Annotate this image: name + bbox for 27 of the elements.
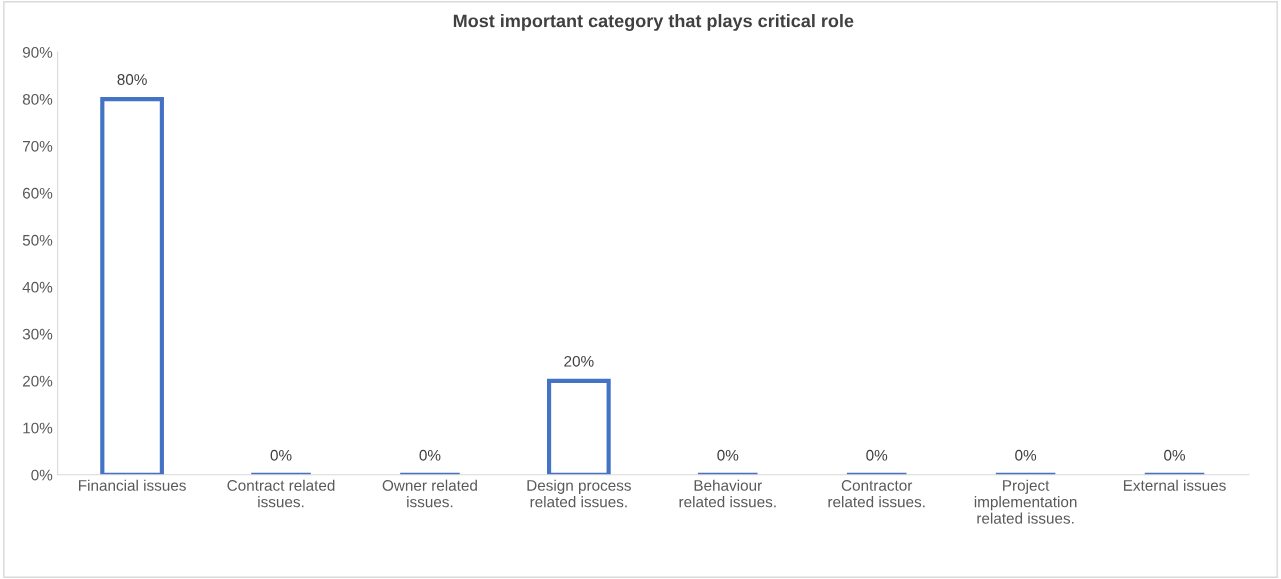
y-tick-label: 0%: [31, 469, 53, 481]
data-label: 0%: [1164, 449, 1186, 461]
y-tick-label: 10%: [23, 422, 53, 434]
y-tick-label: 80%: [22, 93, 53, 105]
data-label: 80%: [117, 74, 147, 85]
y-tick-label: 30%: [22, 328, 53, 340]
x-tick-label: Financial issues: [79, 479, 186, 491]
x-tick-label: Contract related issues.: [227, 479, 335, 508]
y-tick-label: 60%: [22, 187, 53, 199]
x-tick-label: Project implementation related issues.: [974, 479, 1077, 524]
x-tick-label: External issues: [1123, 479, 1226, 491]
x-tick-label: Owner related issues.: [382, 479, 477, 508]
data-label: 0%: [866, 449, 888, 461]
y-tick-label: 90%: [22, 46, 53, 58]
data-label: 20%: [564, 355, 594, 367]
data-label: 0%: [419, 449, 441, 461]
data-label: 0%: [270, 449, 292, 461]
y-tick-label: 70%: [22, 140, 53, 152]
x-tick-label: Design process related issues.: [527, 479, 631, 508]
data-label: 0%: [717, 449, 739, 461]
y-tick-label: 20%: [22, 375, 53, 387]
y-tick-label: 40%: [22, 281, 53, 293]
x-tick-label: Behaviour related issues.: [679, 479, 776, 508]
x-tick-label: Contractor related issues.: [828, 480, 925, 508]
y-tick-label: 50%: [22, 234, 53, 246]
data-label: 0%: [1015, 449, 1037, 461]
chart-title: Most important category that plays critical role: [453, 14, 854, 31]
